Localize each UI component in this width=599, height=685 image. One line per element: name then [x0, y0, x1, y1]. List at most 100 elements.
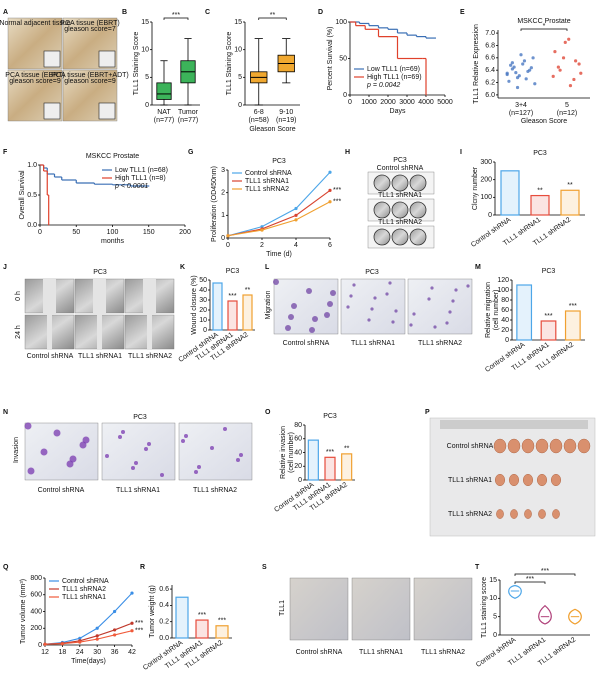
y-tick-label: 6.8: [485, 42, 495, 49]
marker: [95, 637, 99, 641]
tumor: [563, 438, 577, 454]
x-tick-label: 1000: [361, 99, 377, 106]
x-tick-label: 18: [59, 649, 67, 656]
bar: [324, 456, 336, 481]
cell: [105, 454, 109, 458]
point: [556, 65, 560, 69]
cell: [448, 310, 452, 314]
x-axis-label: Time (d): [266, 251, 292, 258]
panel-letter: J: [3, 264, 7, 271]
x-tick-label: 100: [107, 229, 119, 236]
row-label: 24 h: [15, 325, 22, 339]
marker: [294, 213, 298, 217]
y-tick-label: 0: [488, 212, 492, 219]
cell: [466, 284, 470, 288]
y-tick-label: 0: [505, 337, 509, 344]
bar: [215, 625, 229, 639]
marker: [328, 170, 332, 174]
cell: [391, 320, 395, 324]
colony-dish: [391, 201, 409, 219]
panel-letter: A: [3, 9, 8, 16]
x-tick-label: 42: [128, 649, 136, 656]
legend-label: Control shRNA: [245, 170, 292, 177]
image-label: TLL1 shRNA2: [418, 340, 462, 347]
significance: ***: [569, 303, 577, 310]
marker: [260, 228, 264, 232]
point: [533, 82, 537, 86]
cell: [349, 294, 353, 298]
tumor: [494, 473, 506, 487]
panel-title: PC3: [542, 268, 556, 275]
marker: [130, 629, 134, 633]
x-tick-label: 5000: [437, 99, 453, 106]
significance: ***: [228, 293, 236, 300]
cell: [239, 453, 243, 457]
sample-size: (n=58): [249, 117, 269, 124]
y-tick-label: 60: [501, 307, 509, 314]
significance: ***: [326, 449, 334, 456]
cell: [134, 461, 138, 465]
point: [529, 66, 533, 70]
y-tick-label: 0: [203, 327, 207, 334]
y-axis-label: Tumor volume (mm³): [20, 579, 27, 644]
marker: [95, 634, 99, 638]
micrograph: [101, 422, 176, 481]
category-label: Control shRNA: [484, 341, 527, 374]
cell: [367, 318, 371, 322]
y-tick-label: 400: [30, 608, 42, 615]
y-tick-label: 50: [339, 55, 347, 62]
bar: [242, 294, 253, 331]
point: [528, 68, 532, 72]
y-tick-label: 20: [199, 307, 207, 314]
colony-dish: [373, 228, 391, 246]
image-label: TLL1 shRNA2: [128, 353, 172, 360]
point: [553, 50, 557, 54]
marker: [294, 206, 298, 211]
point: [517, 74, 521, 78]
panel-letter: L: [265, 264, 270, 271]
point: [524, 77, 528, 81]
tumor: [496, 509, 504, 519]
x-tick-label: 6: [328, 242, 332, 249]
colony-dish: [409, 228, 427, 246]
y-tick-label: 7.0: [485, 30, 495, 37]
cell: [430, 286, 434, 290]
panel-letter: B: [122, 9, 127, 16]
y-axis-label: Proliferation (OD450nm): [211, 166, 218, 242]
y-tick-label: 15: [234, 19, 242, 26]
y-tick-label: 0.2: [159, 619, 169, 626]
y-tick-label: 100: [497, 287, 509, 294]
y-tick-label: 200: [30, 625, 42, 632]
legend-label: Control shRNA: [62, 578, 109, 585]
y-tick-label: 1.0: [27, 162, 37, 169]
x-tick-label: 0: [348, 99, 352, 106]
x-tick-label: 12: [41, 649, 49, 656]
series-line: [227, 189, 331, 237]
significance: ***: [333, 187, 341, 194]
wound-gap: [147, 315, 152, 349]
legend-label: Low TLL1 (n=68): [115, 167, 168, 174]
tumor: [524, 509, 532, 519]
x-axis-label: Time(days): [71, 658, 106, 665]
panel-letter: G: [188, 149, 194, 156]
panel-letter: E: [460, 9, 465, 16]
inset: [98, 102, 116, 120]
panel-letter: Q: [3, 564, 9, 571]
bar: [307, 439, 319, 481]
cell: [433, 325, 437, 329]
image-label: gleason score=9: [9, 78, 61, 85]
significance: ***: [172, 12, 180, 19]
marker: [78, 636, 82, 640]
legend-label: Low TLL1 (n=69): [367, 66, 420, 73]
bar: [500, 170, 520, 216]
micrograph: [413, 577, 473, 641]
image-label: Control shRNA: [377, 165, 424, 172]
y-tick-label: 30: [199, 297, 207, 304]
category-label: 3+4: [515, 102, 527, 109]
panel-letter: C: [205, 9, 210, 16]
y-axis-label: TLL1 staining score: [481, 577, 488, 638]
cell: [327, 301, 333, 307]
x-axis-label: Days: [390, 108, 406, 115]
image-label: PC3: [365, 269, 379, 276]
significance: ***: [544, 313, 552, 320]
